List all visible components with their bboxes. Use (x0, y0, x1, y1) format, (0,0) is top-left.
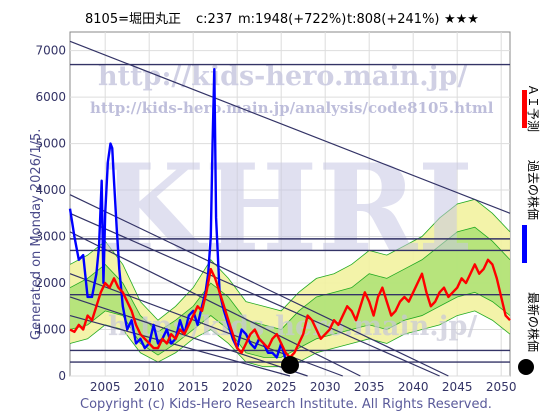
y-tick-label: 7000 (35, 44, 66, 58)
x-tick-label: 2020 (222, 380, 253, 394)
trend-line (69, 40, 511, 214)
trend-line (69, 273, 344, 377)
theoretical-target: t:808(+241%) (347, 12, 440, 27)
y-tick-label: 2000 (35, 276, 66, 290)
x-axis-ticks: 2005 2010 2015 2020 2025 2030 2035 2040 2045 2050 (90, 380, 517, 394)
current-price: c:237 (196, 12, 232, 27)
past-price-line (68, 67, 291, 366)
x-tick-label: 2010 (134, 380, 165, 394)
legend-latest-label: 最新の株価 (526, 292, 541, 352)
y-tick-label: 4000 (35, 183, 66, 197)
x-tick-label: 2025 (266, 380, 297, 394)
generated-date-label: Generated on Monday 2026/1/5. (29, 129, 44, 340)
trend-line (69, 296, 308, 377)
legend-latest-dot (518, 359, 534, 375)
y-tick-label: 1000 (35, 323, 66, 337)
latest-point-group (281, 355, 299, 374)
watermark-khri: KHRI (100, 138, 474, 279)
x-tick-label: 2015 (178, 380, 209, 394)
latest-price-dot (281, 355, 299, 374)
y-tick-label: 5000 (35, 137, 66, 151)
x-tick-label: 2045 (442, 380, 473, 394)
watermark-url-analysis: http://kids-hero.main.jp/analysis/code81… (90, 99, 494, 117)
x-tick-label: 2040 (398, 380, 429, 394)
y-tick-label: 0 (58, 369, 66, 383)
legend-forecast-label: ＡＩ予測 (526, 84, 540, 132)
x-tick-label: 2035 (354, 380, 385, 394)
watermark-url-top: http://kids-hero.main.jp/ (98, 61, 467, 92)
copyright-text: Copyright (c) Kids-Hero Research Institu… (80, 397, 492, 412)
trend-line (69, 212, 440, 377)
stock-code: 8105=堀田丸正 (85, 12, 181, 27)
legend-past-label: 過去の株価 (526, 160, 541, 220)
x-tick-label: 2005 (90, 380, 121, 394)
legend-forecast-swatch (522, 90, 527, 128)
y-tick-label: 3000 (35, 230, 66, 244)
x-tick-label: 2050 (486, 380, 517, 394)
y-tick-label: 6000 (35, 90, 66, 104)
band-edge-upper_inner (69, 226, 511, 333)
legend-past-swatch (522, 225, 527, 263)
y-axis-ticks: 0 1000 2000 3000 4000 5000 6000 7000 (35, 44, 66, 383)
trend-line (69, 194, 449, 377)
trend-line (69, 314, 291, 377)
star-rating: ★★★ (444, 12, 479, 27)
median-target: m:1948(+722%) (238, 12, 346, 27)
band-edge-upper_outer (69, 198, 511, 321)
x-tick-label: 2030 (310, 380, 341, 394)
